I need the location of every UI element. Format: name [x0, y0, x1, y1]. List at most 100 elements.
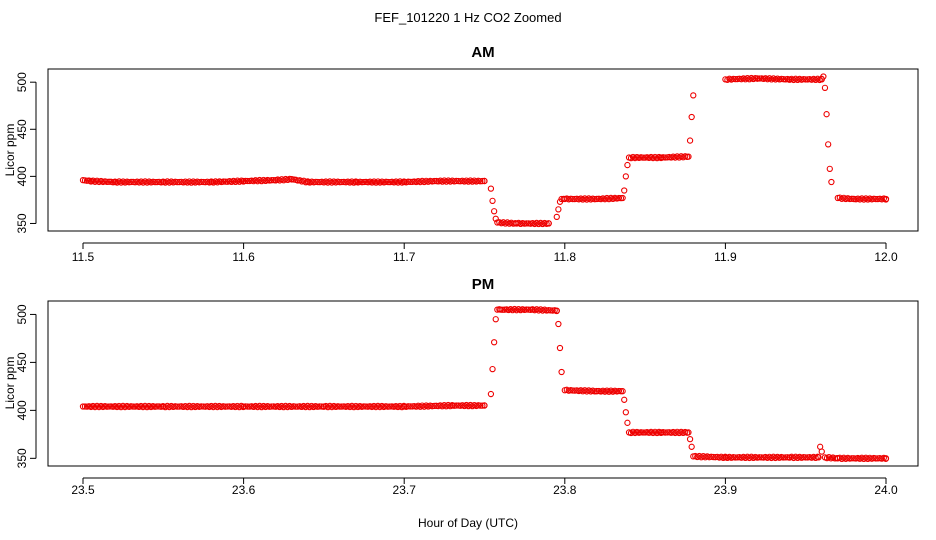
chart-title: FEF_101220 1 Hz CO2 Zoomed [374, 10, 561, 25]
data-point [823, 111, 830, 118]
y-tick-label: 350 [15, 448, 29, 468]
data-point [453, 402, 460, 409]
x-tick-label: 11.5 [72, 250, 95, 264]
data-point [688, 113, 695, 121]
plot-frame [47, 68, 919, 232]
x-tick-label: 24.0 [874, 483, 898, 497]
data-point [848, 455, 855, 462]
data-point [872, 455, 879, 462]
y-tick-label: 500 [15, 72, 29, 92]
data-point [174, 403, 181, 410]
data-point [553, 213, 560, 221]
data-point [621, 187, 628, 194]
data-point [242, 177, 249, 184]
data-point [151, 178, 159, 186]
data-point [384, 178, 392, 186]
x-tick-label: 23.6 [232, 483, 256, 497]
data-point [882, 455, 890, 462]
data-point [639, 429, 647, 436]
data-points [79, 73, 890, 228]
data-point [639, 154, 647, 161]
data-point [224, 403, 231, 410]
data-point [756, 454, 763, 461]
x-tick-label: 23.7 [393, 483, 417, 497]
data-point [825, 141, 832, 148]
data-point [292, 403, 299, 410]
x-tick-label: 23.8 [553, 483, 577, 497]
y-axis-label: Licor ppm [3, 357, 17, 410]
data-point [821, 84, 829, 91]
data-point [802, 76, 809, 83]
plot-frame [47, 300, 919, 467]
data-point [492, 215, 499, 222]
data-point [490, 339, 498, 346]
data-point [569, 387, 576, 394]
data-point [360, 403, 368, 410]
data-point [556, 344, 564, 352]
data-point [407, 178, 414, 186]
data-point [619, 194, 626, 202]
data-point [685, 153, 692, 160]
data-point [555, 206, 562, 213]
data-point [523, 220, 530, 227]
data-point [360, 178, 368, 186]
data-point [685, 429, 692, 436]
data-point [802, 454, 809, 461]
x-tick-label: 23.5 [71, 483, 95, 497]
data-point [386, 403, 394, 410]
x-tick-label: 11.7 [393, 250, 416, 264]
y-tick-label: 400 [15, 166, 29, 186]
data-point [338, 178, 345, 186]
y-tick-label: 450 [15, 352, 29, 372]
x-tick-label: 11.6 [232, 250, 255, 264]
data-points [79, 305, 890, 463]
data-point [820, 73, 827, 80]
data-point [686, 137, 694, 144]
data-point [477, 402, 484, 409]
data-point [314, 178, 321, 186]
data-point [710, 453, 717, 461]
data-point [481, 402, 488, 409]
data-point [815, 454, 822, 461]
data-point [499, 306, 506, 313]
data-point [198, 403, 205, 410]
y-tick-label: 350 [15, 213, 29, 233]
panel-am: AM 11.5 11.6 11.7 11.8 11.9 12.0 350 400 450 500 Li… [3, 44, 919, 264]
data-point [81, 403, 89, 410]
data-point [79, 403, 87, 410]
data-point [818, 448, 825, 455]
data-point [492, 316, 499, 323]
data-point [593, 388, 601, 395]
data-point [362, 403, 370, 410]
data-point [244, 177, 251, 185]
data-point [489, 365, 496, 373]
y-tick-label: 400 [15, 400, 29, 420]
data-point [621, 396, 628, 403]
data-point [481, 177, 488, 185]
data-point [105, 403, 113, 410]
data-point [431, 177, 438, 185]
data-point [487, 390, 495, 398]
data-point [222, 178, 229, 185]
x-tick-label: 11.9 [714, 250, 737, 264]
data-point [732, 454, 739, 461]
data-point [103, 178, 111, 185]
data-point [222, 403, 229, 410]
data-point [619, 388, 626, 395]
data-point [615, 194, 623, 202]
data-point [553, 307, 560, 314]
data-point [622, 409, 629, 416]
data-point [756, 75, 763, 82]
data-point [545, 220, 552, 227]
data-point [615, 387, 623, 395]
x-tick-label: 23.9 [714, 483, 738, 497]
data-point [105, 178, 113, 185]
data-point [316, 403, 323, 410]
data-point [453, 177, 460, 185]
data-point [872, 195, 880, 203]
data-point [754, 75, 761, 82]
panel-pm: PM 23.5 23.6 23.7 23.8 23.9 24.0 350 400 450 500 Li… [3, 276, 919, 497]
data-point [479, 177, 486, 185]
